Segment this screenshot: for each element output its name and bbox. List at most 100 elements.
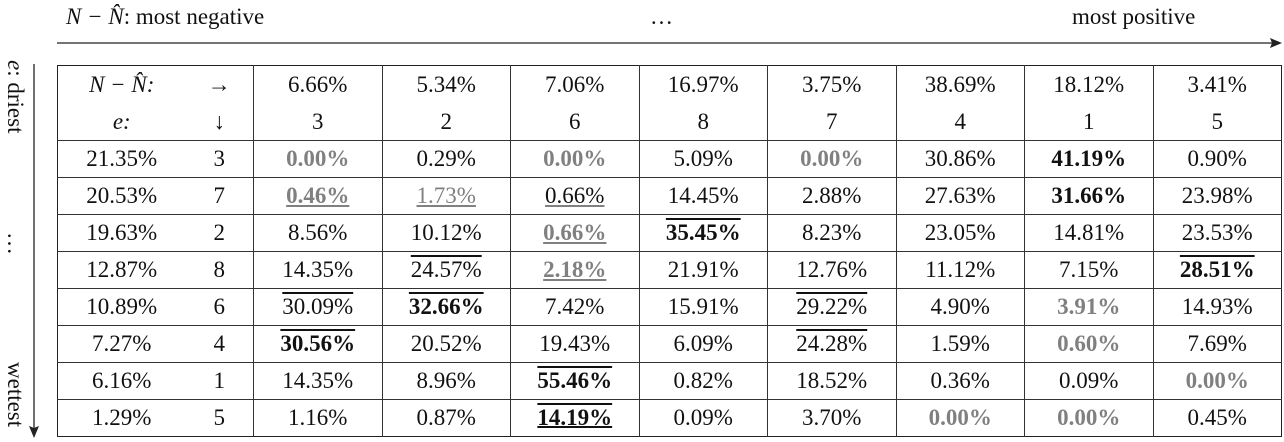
cell: 12.76% (767, 251, 896, 289)
cell-value: 0.66% (545, 183, 605, 208)
cell: 0.29% (381, 140, 511, 178)
header-right: most positive (1072, 4, 1196, 29)
header-cell: 3.41% (1152, 65, 1282, 103)
cell-value: 23.05% (924, 220, 996, 245)
cell-value: 31.66% (1051, 183, 1127, 208)
cell-value: 8.96% (416, 368, 476, 393)
cell-value: 29.22% (796, 294, 868, 319)
row-pct: 21.35% (57, 140, 186, 178)
cell: 3.91% (1024, 288, 1153, 326)
cell: 14.93% (1152, 288, 1282, 326)
corner-cell: e: (112, 108, 131, 134)
cell-value: 0.00% (543, 146, 607, 171)
cell: 0.00% (510, 140, 639, 178)
corner-cell: ↓ (213, 108, 226, 134)
cell: 0.87% (381, 399, 511, 437)
cell-value: 14.19% (537, 405, 613, 430)
body-row: 12.87% 8 14.35% 24.57% 2.18% 21.91% 12.76% 11.1… (57, 251, 1282, 289)
row-idx: 4 (185, 325, 254, 363)
cell-value: 0.82% (673, 368, 733, 393)
cell: 41.19% (1024, 140, 1153, 178)
cell: 0.46% (253, 177, 382, 215)
header-row: N − N̂: → 6.66% 5.34% 7.06% 16.97% 3.75% 38.69%… (58, 65, 1282, 103)
cell: 30.86% (895, 140, 1025, 178)
row-pct: 1.29% (57, 399, 186, 437)
cell-value: 14.93% (1181, 294, 1253, 319)
header-cell: 2 (381, 103, 511, 141)
row-idx: 6 (185, 288, 254, 326)
side-top-text: : driest (3, 70, 28, 134)
cell: 7.15% (1024, 251, 1153, 289)
cell-value: 28.51% (1179, 257, 1255, 282)
header-cell: 18.12% (1024, 65, 1153, 103)
cell-value: 7.15% (1059, 257, 1119, 282)
cell: 14.35% (253, 251, 382, 289)
row-pct: 6.16% (57, 362, 186, 400)
cell: 1.73% (381, 177, 511, 215)
cell-value: 0.36% (930, 368, 990, 393)
side-math: e (3, 60, 28, 71)
header-math: N − N̂ (66, 4, 124, 29)
cell-value: 0.09% (673, 405, 733, 430)
header-cell: 8 (638, 103, 768, 141)
cell-value: 0.45% (1187, 405, 1247, 430)
row-pct: 12.87% (57, 251, 186, 289)
cell: 0.66% (510, 177, 639, 215)
row-pct: 10.89% (57, 288, 186, 326)
cell: 30.56% (253, 325, 382, 363)
cell-value: 0.00% (1185, 368, 1249, 393)
body-row: 19.63% 2 8.56% 10.12% 0.66% 35.45% 8.23% 23.05%… (57, 214, 1282, 252)
cell: 2.18% (510, 251, 639, 289)
row-pct: 19.63% (57, 214, 186, 252)
header-middle: … (650, 4, 673, 29)
cell-value: 30.09% (282, 294, 354, 319)
cell-value: 3.91% (1057, 294, 1121, 319)
row-idx: 1 (185, 362, 254, 400)
cell: 0.45% (1152, 399, 1282, 437)
header-cell: 5.34% (381, 65, 511, 103)
cell: 7.69% (1152, 325, 1282, 363)
cell: 11.12% (895, 251, 1025, 289)
cell-value: 30.56% (280, 331, 356, 356)
header-cell: 4 (895, 103, 1025, 141)
header-cell: 38.69% (895, 65, 1025, 103)
corner-cell: → (207, 71, 231, 97)
header-cell: 1 (1024, 103, 1153, 141)
cell: 24.57% (381, 251, 511, 289)
cell-value: 0.29% (416, 146, 476, 171)
cell: 29.22% (767, 288, 896, 326)
corner-cell: N − N̂: (89, 71, 155, 97)
cell-value: 0.60% (1057, 331, 1121, 356)
header-cell: 6 (510, 103, 639, 141)
cell-value: 2.88% (802, 183, 862, 208)
cell: 24.28% (767, 325, 896, 363)
cell: 0.09% (638, 399, 768, 437)
header-cell: 6.66% (253, 65, 382, 103)
row-idx: 5 (185, 399, 254, 437)
cell: 27.63% (895, 177, 1025, 215)
cell-value: 0.00% (1057, 405, 1121, 430)
header-left-text: : most negative (123, 4, 265, 29)
cell: 15.91% (638, 288, 768, 326)
body-row: 6.16% 1 14.35% 8.96% 55.46% 0.82% 18.52% 0.36% 0… (57, 362, 1282, 400)
cell-value: 0.87% (416, 405, 476, 430)
row-idx: 7 (185, 177, 254, 215)
cell-value: 7.42% (545, 294, 605, 319)
cell-value: 1.73% (416, 183, 476, 208)
row-pct: 20.53% (57, 177, 186, 215)
cell: 7.42% (510, 288, 639, 326)
row-idx: 3 (185, 140, 254, 178)
cell-value: 0.46% (286, 183, 350, 208)
cell: 6.09% (638, 325, 768, 363)
cell-value: 41.19% (1051, 146, 1127, 171)
cell-value: 20.52% (410, 331, 482, 356)
cell-value: 0.90% (1187, 146, 1247, 171)
cell: 8.96% (381, 362, 511, 400)
cell-value: 27.63% (924, 183, 996, 208)
cell-value: 6.09% (673, 331, 733, 356)
cell: 23.53% (1152, 214, 1282, 252)
cell-value: 23.53% (1181, 220, 1253, 245)
cell-value: 23.98% (1181, 183, 1253, 208)
cell-value: 0.00% (928, 405, 992, 430)
